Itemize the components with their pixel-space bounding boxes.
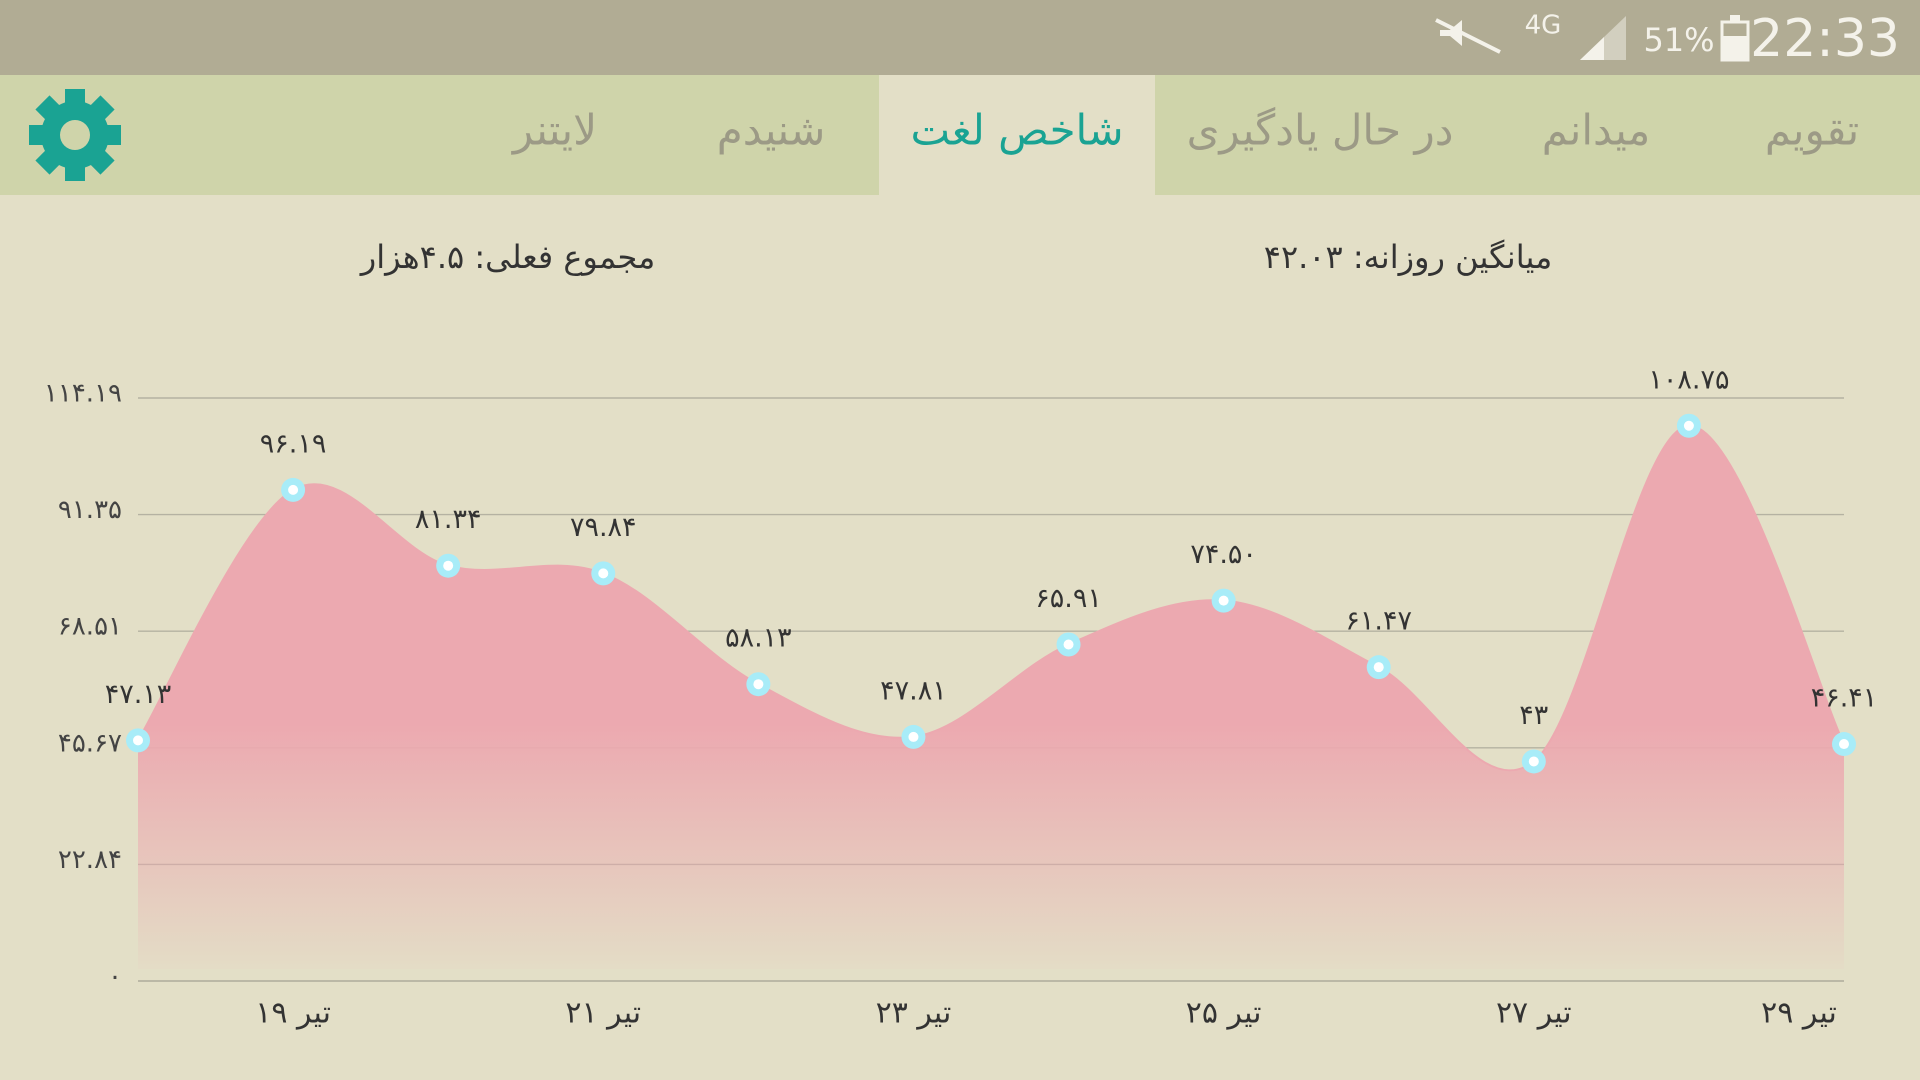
selected-tab-bg xyxy=(879,75,1155,195)
value-label: ۹۶.۱۹ xyxy=(260,428,327,459)
tab[interactable]: شنیدم xyxy=(717,106,826,155)
network-label: 4G xyxy=(1525,11,1562,41)
current-total: مجموع فعلی: ۴.۵هزار xyxy=(359,238,655,276)
value-label: ۴۷.۱۳ xyxy=(105,679,172,710)
tab[interactable]: شاخص لغت xyxy=(910,106,1123,155)
chart: ۰ ۲۲.۸۴ ۴۵.۶۷ ۶۸.۵۱ ۹۱.۳۵ ۱۱۴.۱۹ ۴۷.۱۳ ۹۶.۱۹ ۱۹ … xyxy=(44,364,1877,1030)
data-point-center xyxy=(1218,595,1229,606)
value-label: ۴۷.۸۱ xyxy=(880,675,947,706)
value-label: ۱۰۸.۷۵ xyxy=(1648,364,1729,395)
data-point-center xyxy=(1373,662,1384,673)
data-point-center xyxy=(1528,756,1539,767)
value-label: ۴۶.۴۱ xyxy=(1811,683,1878,714)
data-point-center xyxy=(908,731,919,742)
y-tick-label: ۴۵.۶۷ xyxy=(58,728,122,758)
tab[interactable]: تقویم xyxy=(1765,106,1859,156)
battery-label: 51% xyxy=(1643,21,1714,59)
x-tick-label: ۲۳ تیر xyxy=(876,996,952,1031)
y-tick-label: ۹۱.۳۵ xyxy=(58,495,122,525)
settings-button[interactable] xyxy=(29,89,121,181)
value-label: ۷۴.۵۰ xyxy=(1190,539,1257,570)
tabs: تقویم میدانم در حال یادگیری شاخص لغت شنیدم لا… xyxy=(511,75,1859,195)
x-tick-label: ۲۵ تیر xyxy=(1186,996,1262,1031)
data-point-center xyxy=(598,568,609,579)
tab[interactable]: لایتنر xyxy=(511,106,597,155)
value-label: ۴۳ xyxy=(1519,700,1548,731)
data-point-center xyxy=(753,679,764,690)
x-tick-label: ۱۹ تیر xyxy=(255,996,331,1031)
status-bar xyxy=(0,0,1920,75)
data-point-center xyxy=(1839,739,1849,750)
area-line xyxy=(137,424,1845,772)
value-label: ۵۸.۱۳ xyxy=(725,623,792,654)
x-tick-label: ۲۹ تیر xyxy=(1761,996,1837,1031)
y-tick-label: ۲۲.۸۴ xyxy=(58,845,122,875)
y-tick-label: ۱۱۴.۱۹ xyxy=(44,379,122,409)
data-point-center xyxy=(288,484,299,495)
value-label: ۶۵.۹۱ xyxy=(1035,583,1102,614)
y-tick-label: ۶۸.۵۱ xyxy=(58,612,122,642)
data-point-center xyxy=(443,560,454,571)
value-label: ۷۹.۸۴ xyxy=(570,512,637,543)
data-point-center xyxy=(133,735,143,746)
data-point-center xyxy=(1063,639,1074,650)
y-tick-label: ۰ xyxy=(108,962,122,992)
status-icons xyxy=(1435,15,1750,62)
data-point-center xyxy=(1683,420,1694,431)
daily-average: میانگین روزانه: ۴۲.۰۳ xyxy=(1264,238,1553,276)
x-tick-label: ۲۱ تیر xyxy=(565,996,641,1031)
tab[interactable]: در حال یادگیری xyxy=(1187,106,1454,155)
clock: 22:33 xyxy=(1750,9,1900,69)
tab[interactable]: میدانم xyxy=(1542,106,1651,156)
x-tick-label: ۲۷ تیر xyxy=(1496,996,1572,1031)
value-label: ۶۱.۴۷ xyxy=(1345,606,1412,637)
value-label: ۸۱.۳۴ xyxy=(415,504,482,535)
